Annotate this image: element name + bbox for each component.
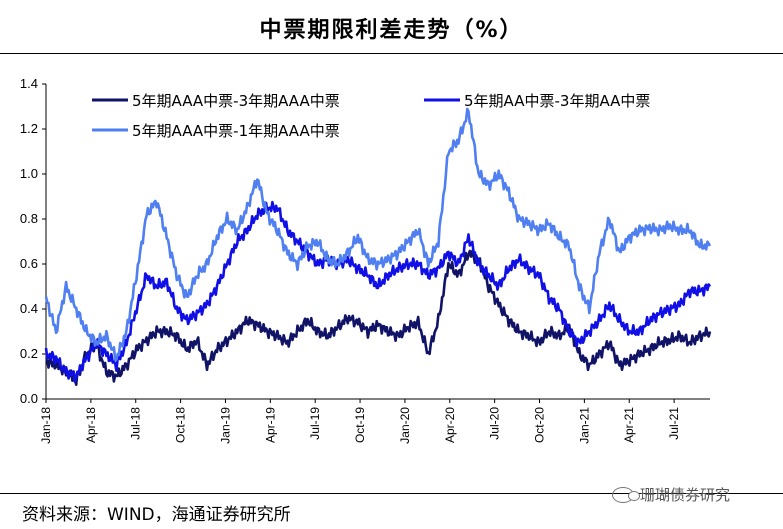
watermark: 珊瑚债券研究 bbox=[612, 484, 730, 505]
chart-legend: 5年期AAA中票-3年期AAA中票 5年期AA中票-3年期AA中票 5年期AAA中票… bbox=[92, 92, 650, 140]
y-tick-label: 0.0 bbox=[20, 391, 38, 406]
x-tick-label: Apr-21 bbox=[622, 407, 636, 443]
x-tick-label: Jan-20 bbox=[398, 407, 412, 444]
legend-label: 5年期AAA中票-3年期AAA中票 bbox=[132, 92, 340, 110]
x-tick-label: Jan-19 bbox=[218, 407, 232, 444]
page-title: 中票期限利差走势（%） bbox=[259, 18, 524, 43]
x-tick-label: Oct-20 bbox=[533, 407, 547, 443]
x-tick-label: Jul-19 bbox=[308, 407, 322, 440]
series-line-2 bbox=[44, 200, 712, 384]
y-tick-label: 1.2 bbox=[20, 121, 38, 136]
legend-label: 5年期AAA中票-1年期AAA中票 bbox=[132, 122, 340, 140]
x-tick-label: Jan-18 bbox=[39, 407, 53, 444]
y-tick-label: 0.2 bbox=[20, 346, 38, 361]
watermark-text: 珊瑚债券研究 bbox=[640, 486, 731, 504]
x-tick-label: Oct-19 bbox=[353, 407, 367, 443]
series-line-1 bbox=[45, 249, 712, 387]
x-tick-label: Jan-21 bbox=[577, 407, 591, 444]
y-tick-label: 1.4 bbox=[20, 76, 38, 91]
x-tick-label: Jul-20 bbox=[488, 407, 502, 440]
x-tick-label: Apr-20 bbox=[443, 407, 457, 443]
x-tick-label: Jul-18 bbox=[129, 407, 143, 440]
source-note: 资料来源：WIND，海通证券研究所 bbox=[22, 505, 291, 525]
x-tick-label: Oct-18 bbox=[174, 407, 188, 443]
chart-axes: 0.0 0.2 0.4 0.6 0.8 1.0 1.2 1.4 Jan-18 Apr-18 Jul-… bbox=[20, 76, 710, 444]
series-line-3 bbox=[44, 107, 712, 362]
legend-label: 5年期AA中票-3年期AA中票 bbox=[464, 92, 650, 110]
y-tick-label: 0.8 bbox=[20, 211, 38, 226]
wechat-icon bbox=[612, 486, 640, 503]
y-tick-label: 0.4 bbox=[20, 301, 38, 316]
footer-divider bbox=[0, 493, 783, 494]
x-tick-label: Apr-18 bbox=[84, 407, 98, 443]
y-tick-label: 1.0 bbox=[20, 166, 38, 181]
chart-series-layer bbox=[44, 107, 712, 387]
x-tick-label: Jul-21 bbox=[667, 407, 681, 440]
title-divider bbox=[0, 53, 783, 54]
y-tick-label: 0.6 bbox=[20, 256, 38, 271]
x-tick-label: Apr-19 bbox=[263, 407, 277, 443]
